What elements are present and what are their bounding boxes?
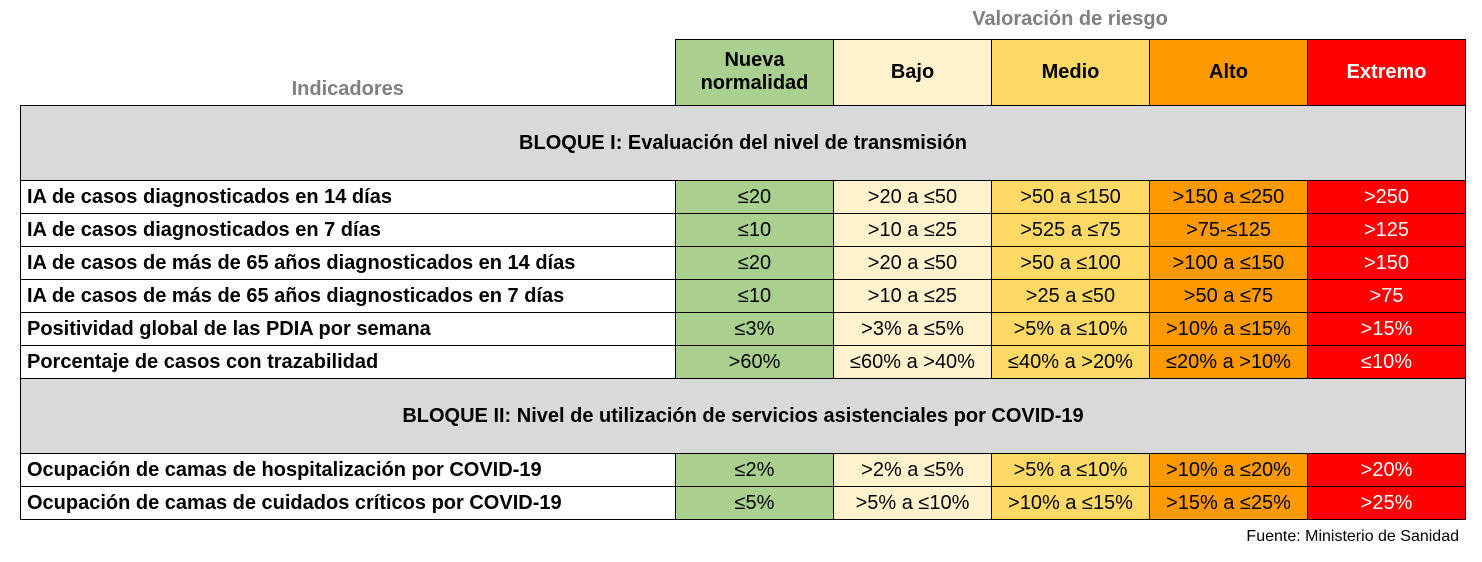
value-cell-medio: >5% a ≤10% — [991, 311, 1150, 346]
indicator-cell: IA de casos de más de 65 años diagnostic… — [20, 278, 676, 313]
value-cell-nueva-normalidad: ≤2% — [675, 452, 834, 487]
value-cell-alto: >10% a ≤15% — [1149, 311, 1308, 346]
value-cell-bajo: >20 a ≤50 — [833, 245, 992, 280]
value-cell-nueva-normalidad: ≤10 — [675, 212, 834, 247]
block-2-title: BLOQUE II: Nivel de utilización de servi… — [20, 377, 1466, 454]
block-header-row: BLOQUE II: Nivel de utilización de servi… — [20, 377, 1466, 454]
header-row: Indicadores Nueva normalidad Bajo Medio … — [20, 39, 1466, 106]
table-row: Porcentaje de casos con trazabilidad >60… — [20, 344, 1466, 379]
indicator-cell: IA de casos diagnosticados en 7 días — [20, 212, 676, 247]
table-row: Ocupación de camas de cuidados críticos … — [20, 485, 1466, 520]
value-cell-extremo: >15% — [1307, 311, 1466, 346]
value-cell-nueva-normalidad: ≤20 — [675, 245, 834, 280]
risk-table: Indicadores Nueva normalidad Bajo Medio … — [20, 39, 1466, 520]
table-row: IA de casos diagnosticados en 14 días ≤2… — [20, 179, 1466, 214]
table-row: IA de casos diagnosticados en 7 días ≤10… — [20, 212, 1466, 247]
value-cell-extremo: >150 — [1307, 245, 1466, 280]
value-cell-alto: >10% a ≤20% — [1149, 452, 1308, 487]
value-cell-nueva-normalidad: ≤20 — [675, 179, 834, 214]
value-cell-extremo: >125 — [1307, 212, 1466, 247]
value-cell-nueva-normalidad: ≤5% — [675, 485, 834, 520]
indicator-cell: IA de casos diagnosticados en 14 días — [20, 179, 676, 214]
level-header-nueva-normalidad: Nueva normalidad — [675, 39, 834, 106]
value-cell-bajo: >20 a ≤50 — [833, 179, 992, 214]
value-cell-alto: >150 a ≤250 — [1149, 179, 1308, 214]
risk-assessment-header: Valoración de riesgo — [972, 8, 1168, 30]
value-cell-bajo: >10 a ≤25 — [833, 212, 992, 247]
value-cell-alto: >75-≤125 — [1149, 212, 1308, 247]
value-cell-nueva-normalidad: ≤10 — [675, 278, 834, 313]
level-header-alto: Alto — [1149, 39, 1308, 106]
value-cell-bajo: >5% a ≤10% — [833, 485, 992, 520]
value-cell-extremo: >250 — [1307, 179, 1466, 214]
value-cell-medio: >10% a ≤15% — [991, 485, 1150, 520]
indicator-cell: Porcentaje de casos con trazabilidad — [20, 344, 676, 379]
value-cell-medio: >5% a ≤10% — [991, 452, 1150, 487]
value-cell-nueva-normalidad: ≤3% — [675, 311, 834, 346]
value-cell-bajo: >10 a ≤25 — [833, 278, 992, 313]
value-cell-medio: >50 a ≤150 — [991, 179, 1150, 214]
value-cell-extremo: >20% — [1307, 452, 1466, 487]
block-header-row: BLOQUE I: Evaluación del nivel de transm… — [20, 104, 1466, 181]
indicator-cell: Positividad global de las PDIA por seman… — [20, 311, 676, 346]
value-cell-alto: >100 a ≤150 — [1149, 245, 1308, 280]
block-1-title: BLOQUE I: Evaluación del nivel de transm… — [20, 104, 1466, 181]
value-cell-bajo: >2% a ≤5% — [833, 452, 992, 487]
value-cell-extremo: >75 — [1307, 278, 1466, 313]
table-row: IA de casos de más de 65 años diagnostic… — [20, 245, 1466, 280]
value-cell-alto: >15% a ≤25% — [1149, 485, 1308, 520]
table-row: Ocupación de camas de hospitalización po… — [20, 452, 1466, 487]
source-note: Fuente: Ministerio de Sanidad — [1246, 528, 1459, 545]
indicator-cell: IA de casos de más de 65 años diagnostic… — [20, 245, 676, 280]
value-cell-alto: ≤20% a >10% — [1149, 344, 1308, 379]
value-cell-medio: >525 a ≤75 — [991, 212, 1150, 247]
value-cell-bajo: ≤60% a >40% — [833, 344, 992, 379]
level-header-bajo: Bajo — [833, 39, 992, 106]
value-cell-medio: >50 a ≤100 — [991, 245, 1150, 280]
value-cell-extremo: ≤10% — [1307, 344, 1466, 379]
table-row: IA de casos de más de 65 años diagnostic… — [20, 278, 1466, 313]
indicator-cell: Ocupación de camas de cuidados críticos … — [20, 485, 676, 520]
value-cell-medio: >25 a ≤50 — [991, 278, 1150, 313]
value-cell-medio: ≤40% a >20% — [991, 344, 1150, 379]
value-cell-nueva-normalidad: >60% — [675, 344, 834, 379]
value-cell-alto: >50 a ≤75 — [1149, 278, 1308, 313]
indicators-header: Indicadores — [20, 39, 676, 106]
value-cell-bajo: >3% a ≤5% — [833, 311, 992, 346]
level-header-extremo: Extremo — [1307, 39, 1466, 106]
table-row: Positividad global de las PDIA por seman… — [20, 311, 1466, 346]
level-header-medio: Medio — [991, 39, 1150, 106]
indicator-cell: Ocupación de camas de hospitalización po… — [20, 452, 676, 487]
value-cell-extremo: >25% — [1307, 485, 1466, 520]
